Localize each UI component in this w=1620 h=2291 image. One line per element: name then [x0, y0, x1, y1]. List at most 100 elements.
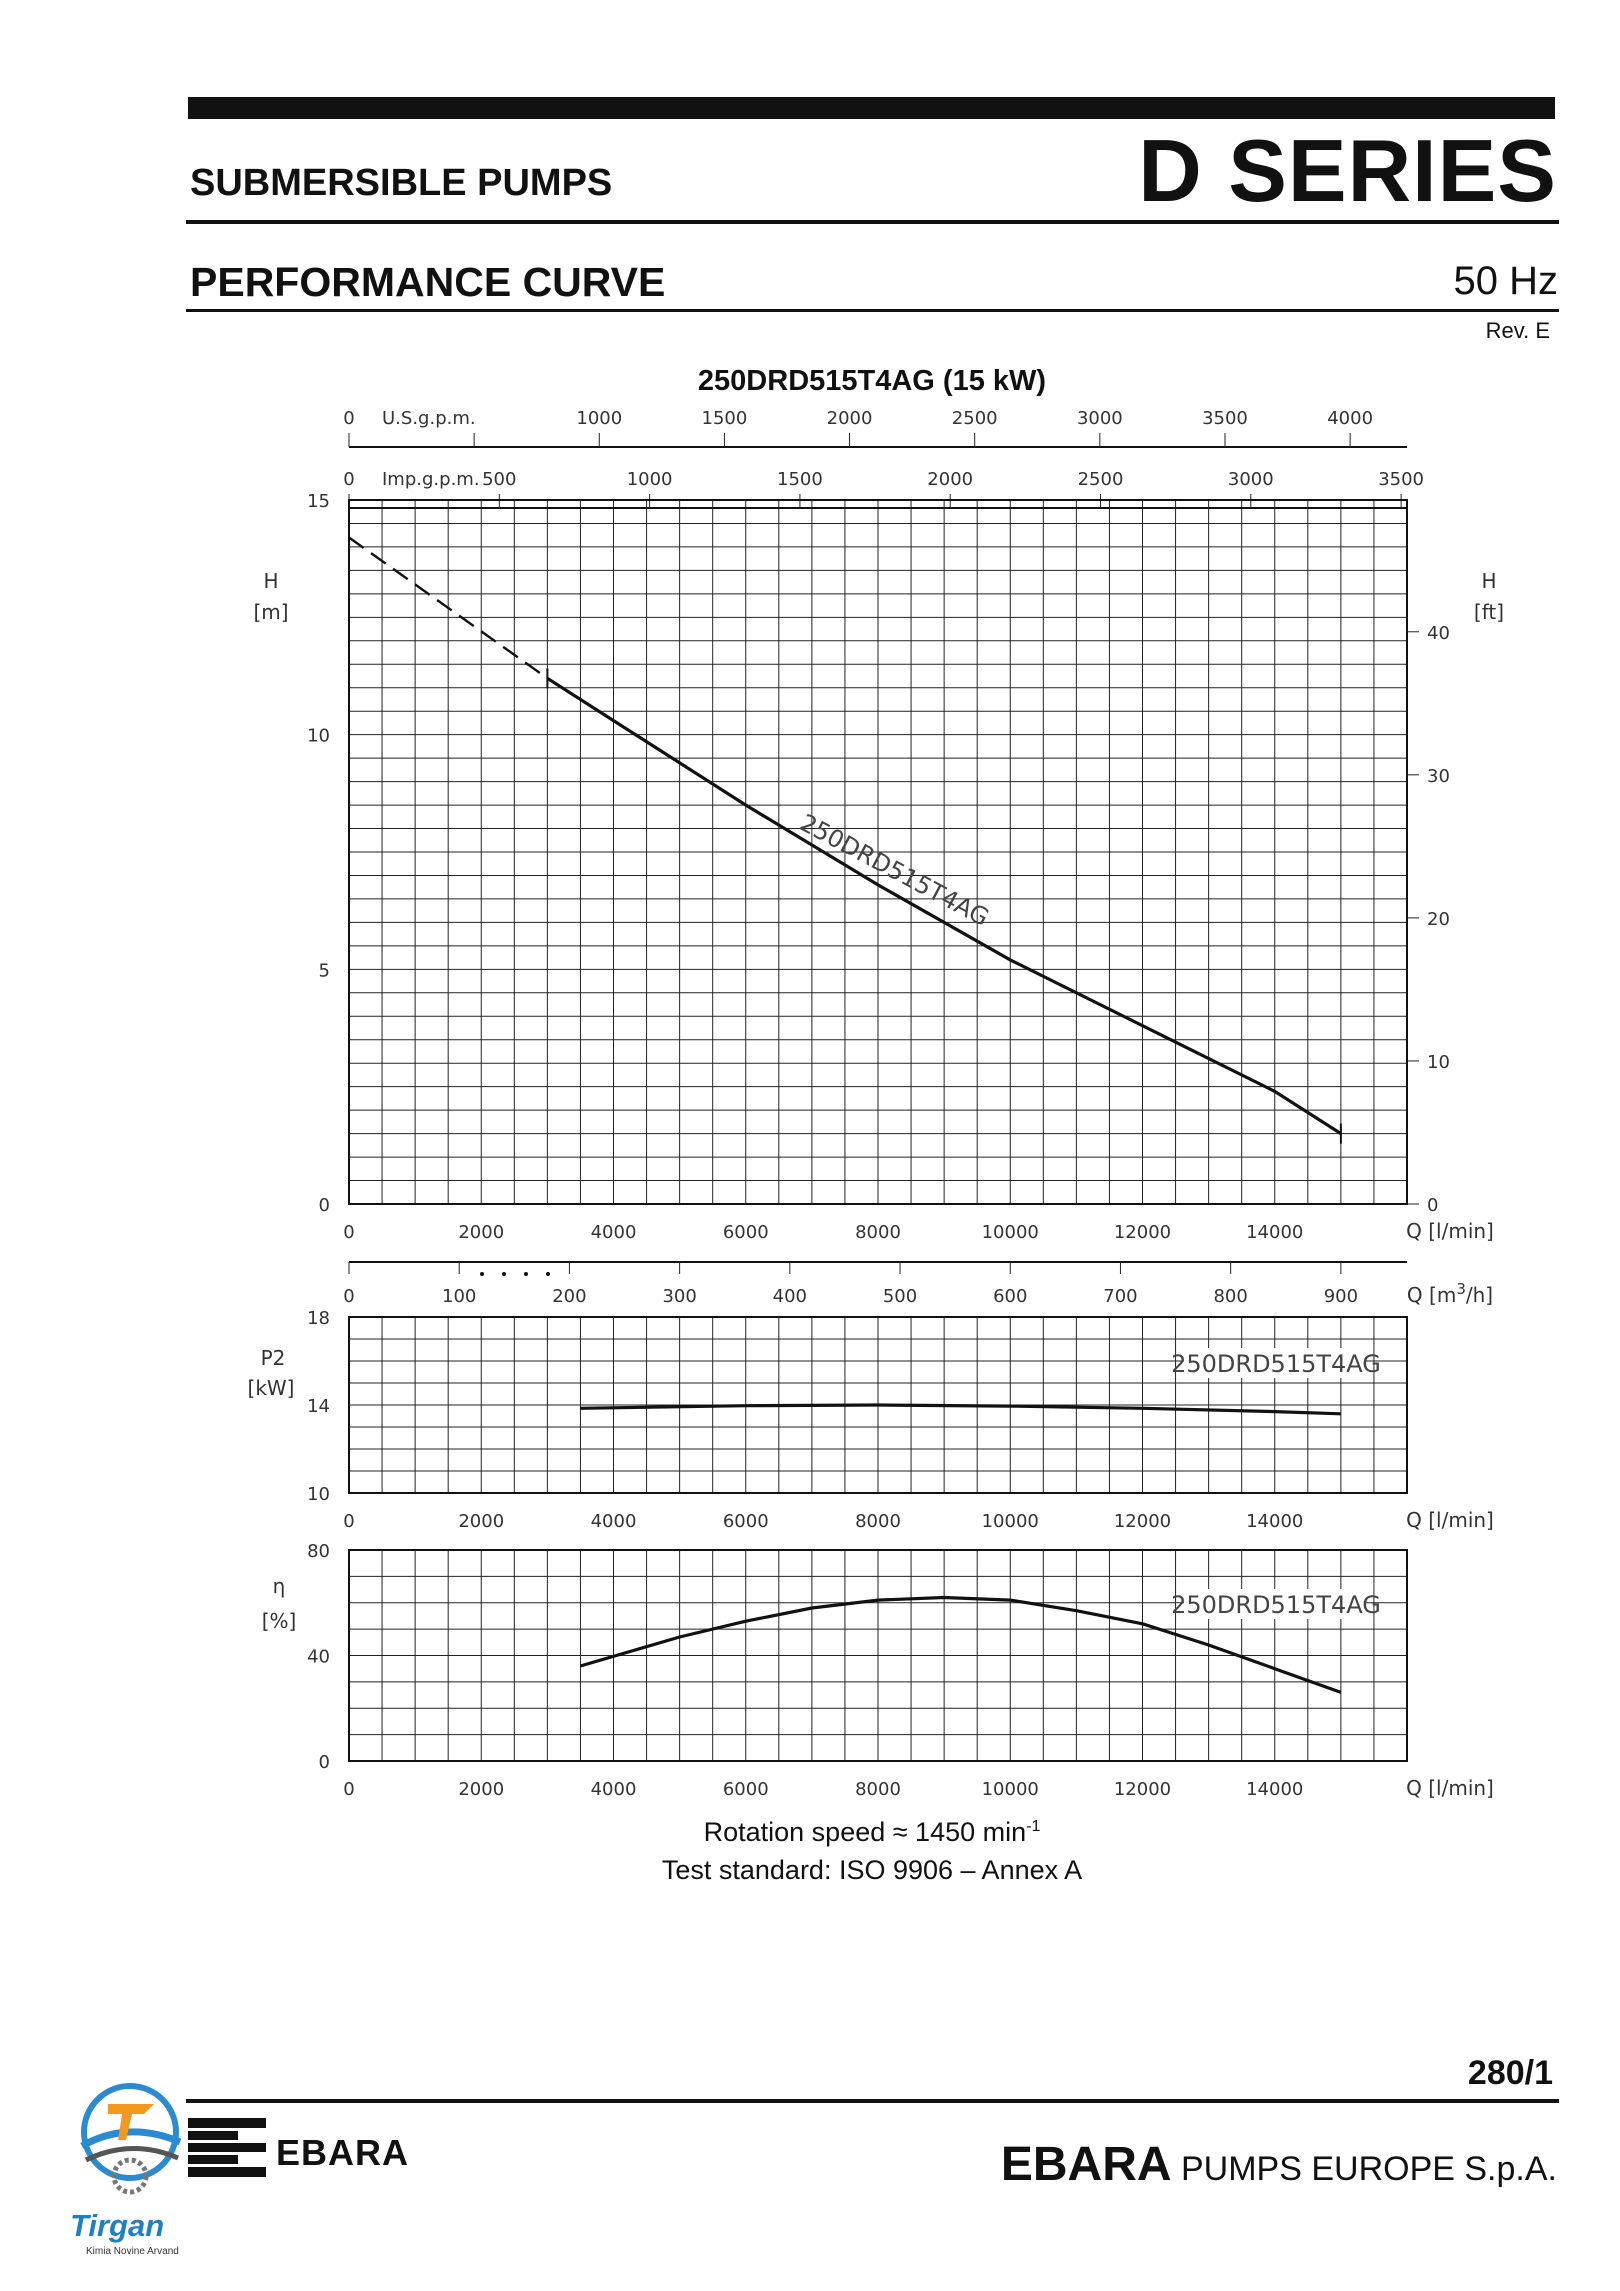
x-tick-label: 10000 [982, 1222, 1039, 1243]
section-rule [186, 309, 1559, 312]
usgpm-tick-label: 1500 [702, 408, 748, 429]
x-tick-label: 4000 [591, 1511, 637, 1532]
m3h-tick-label: 0 [343, 1286, 354, 1307]
head-curve [546, 676, 1342, 1135]
y-tick-label: 0 [319, 1752, 330, 1773]
impgpm-tick-label: 3500 [1378, 469, 1424, 490]
rotation-speed-text: Rotation speed ≈ 1450 min [703, 1817, 1027, 1847]
usgpm-tick-label: 1000 [576, 408, 622, 429]
partner-logo-subtext: Kimia Novine Arvand [86, 2246, 179, 2257]
ebara-logo-mark [188, 2118, 266, 2177]
page-number: 280/1 [1467, 2054, 1553, 2092]
top-rule [188, 97, 1555, 119]
y-tick-label: 18 [307, 1308, 330, 1329]
m3h-axis: 0 100 200 300 400 500 600 700 800 900 Q [m3/h] [343, 1261, 1493, 1307]
partner-logo-text: Tirgan [70, 2208, 165, 2243]
impgpm-tick-label: 1500 [777, 469, 823, 490]
m3h-tick-label: 300 [662, 1286, 696, 1307]
section-title: PERFORMANCE CURVE [190, 259, 666, 305]
impgpm-tick-label: 0 [343, 469, 354, 490]
rotation-speed-exponent: -1 [1026, 1818, 1041, 1835]
y-tick-label: 40 [307, 1647, 330, 1668]
m3h-dot [546, 1272, 550, 1276]
x-tick-label: 14000 [1246, 1511, 1303, 1532]
ft-tick-label: 40 [1427, 623, 1450, 644]
y-axis-unit: [%] [262, 1609, 297, 1633]
series-label-bg [1184, 1589, 1366, 1619]
gpm-axes: 0 1000 1500 2000 2500 3000 3500 4000 U.S.g.p.m. 0… [343, 408, 1424, 509]
impgpm-tick-label: 3000 [1228, 469, 1274, 490]
y-tick-label: 10 [307, 1484, 330, 1505]
x-tick-label: 10000 [982, 1779, 1039, 1800]
m3h-tick-label: 900 [1324, 1286, 1358, 1307]
x-tick-label: 14000 [1246, 1222, 1303, 1243]
partner-logo: Tirgan Kimia Novine Arvand [68, 2080, 198, 2260]
m3h-tick-label: 100 [442, 1286, 476, 1307]
y-tick-label: 80 [307, 1541, 330, 1562]
performance-chart: 250DRD515T4AG (15 kW) 0 1000 1500 2000 2500 3… [248, 365, 1505, 1800]
x-tick-label: 8000 [855, 1222, 901, 1243]
right-axis-label: H [1481, 569, 1496, 593]
x-tick-label: 0 [343, 1222, 354, 1243]
x-tick-label: 6000 [723, 1779, 769, 1800]
x-tick-label: 10000 [982, 1511, 1039, 1532]
panel-frame [348, 1549, 1408, 1762]
company-name-rest: PUMPS EUROPE S.p.A. [1171, 2150, 1557, 2188]
x-tick-label: 8000 [855, 1779, 901, 1800]
x-tick-label: 12000 [1114, 1222, 1171, 1243]
x-axis-unit-label: Q [l/min] [1406, 1219, 1494, 1243]
efficiency-series-label: 250DRD515T4AG [1171, 1591, 1381, 1619]
ft-tick-label: 30 [1427, 766, 1450, 787]
impgpm-tick-label: 1000 [627, 469, 673, 490]
m3h-axis-unit-label: Q [m3/h] [1407, 1280, 1493, 1307]
usgpm-tick-label: 3500 [1202, 408, 1248, 429]
head-panel: 0 5 10 15 H [m] 0 10 20 30 40 H [ft] 0 2000 4000 6000 800… [253, 491, 1504, 1243]
m3h-tick-label: 200 [552, 1286, 586, 1307]
y-tick-label: 10 [307, 726, 330, 747]
ebara-logo-text: EBARA [276, 2132, 410, 2173]
power-curve [580, 1403, 1341, 1416]
m3h-dot [502, 1272, 506, 1276]
y-tick-label: 0 [319, 1195, 330, 1216]
panel-frame [348, 1316, 1408, 1494]
m3h-tick-label: 700 [1103, 1286, 1137, 1307]
y-axis-unit: [kW] [248, 1376, 295, 1400]
usgpm-tick-label: 2000 [827, 408, 873, 429]
m3h-axis-unit-exponent: 3 [1456, 1280, 1466, 1298]
m3h-tick-label: 800 [1213, 1286, 1247, 1307]
usgpm-tick-label: 2500 [952, 408, 998, 429]
test-standard-note: Test standard: ISO 9906 – Annex A [661, 1855, 1083, 1885]
y-axis-label: η [273, 1574, 286, 1598]
company-name: EBARA PUMPS EUROPE S.p.A. [1001, 2137, 1557, 2192]
efficiency-curve [579, 1595, 1342, 1694]
footer-rule [186, 2099, 1559, 2103]
m3h-dot [480, 1272, 484, 1276]
x-tick-label: 0 [343, 1779, 354, 1800]
m3h-dot [524, 1272, 528, 1276]
head-series-label: 250DRD515T4AG [795, 809, 993, 932]
y-axis-unit: [m] [253, 600, 288, 624]
panel-frame [348, 499, 1408, 1205]
x-axis-unit-label: Q [l/min] [1406, 1776, 1494, 1800]
doc-category-title: SUBMERSIBLE PUMPS [190, 162, 613, 204]
series-title: D SERIES [1138, 121, 1557, 220]
revision-label: Rev. E [1485, 318, 1550, 343]
y-tick-label: 15 [307, 491, 330, 512]
ft-tick-label: 0 [1427, 1195, 1438, 1216]
y-tick-label: 14 [307, 1396, 330, 1417]
company-name-bold: EBARA [1000, 2138, 1172, 2191]
usgpm-tick-label: 0 [343, 408, 354, 429]
rotation-speed-note: Rotation speed ≈ 1450 min-1 [372, 1817, 1372, 1848]
partner-logo-graphic [80, 2083, 182, 2195]
ft-tick-label: 10 [1427, 1052, 1450, 1073]
power-panel: 10 14 18 P2 [kW] 0 2000 4000 6000 8000 10000 12000 1… [248, 1308, 1494, 1532]
frequency-label: 50 Hz [1453, 259, 1559, 303]
x-tick-label: 12000 [1114, 1779, 1171, 1800]
impgpm-tick-label: 500 [482, 469, 516, 490]
impgpm-axis-label: Imp.g.p.m. [382, 469, 480, 490]
x-tick-label: 2000 [458, 1779, 504, 1800]
usgpm-axis-label: U.S.g.p.m. [382, 408, 476, 429]
x-tick-label: 14000 [1246, 1779, 1303, 1800]
head-curve-dashed [348, 536, 549, 680]
m3h-tick-label: 600 [993, 1286, 1027, 1307]
